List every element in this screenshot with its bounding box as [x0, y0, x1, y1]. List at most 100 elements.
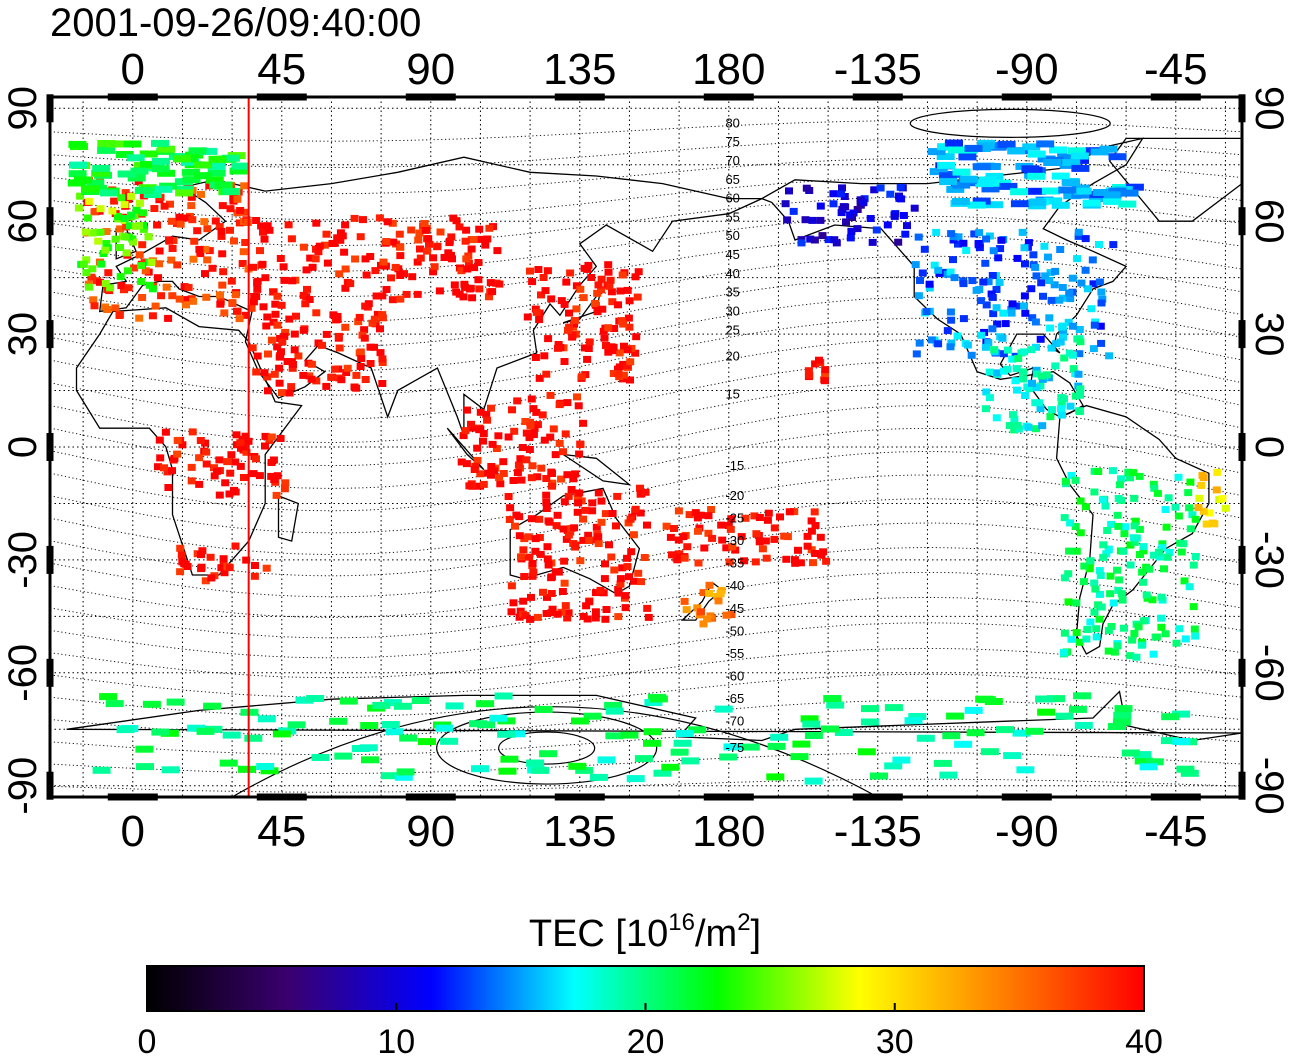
tec-cell — [261, 432, 270, 440]
tec-cell — [539, 274, 548, 281]
y-tick-label-left: -60 — [1, 644, 45, 702]
tec-cell — [508, 406, 516, 414]
tec-cell — [1171, 503, 1180, 511]
tec-cell — [1180, 577, 1189, 585]
tec-cell — [131, 222, 140, 230]
tec-cell — [985, 368, 994, 376]
tec-cell — [914, 292, 923, 300]
tec-cell — [802, 720, 821, 728]
tec-cell — [343, 364, 352, 372]
tec-cell — [1158, 544, 1167, 552]
tec-cell — [992, 286, 1001, 293]
tec-cell — [519, 597, 528, 605]
tec-cell — [1120, 189, 1139, 197]
x-tick-label-bottom: 0 — [121, 807, 145, 856]
tec-cell — [272, 730, 291, 738]
tec-cell — [257, 222, 266, 230]
tec-cell — [605, 732, 624, 740]
tec-cell — [569, 475, 578, 483]
tec-cell — [599, 327, 608, 335]
tec-cell — [901, 230, 910, 238]
tec-cell — [473, 444, 482, 452]
tec-cell — [1071, 191, 1090, 199]
tec-cell — [185, 151, 204, 159]
tec-cell — [631, 505, 640, 513]
tec-cell — [1056, 338, 1065, 346]
y-tick-label-right: 60 — [1247, 199, 1291, 244]
tec-cell — [770, 524, 779, 532]
tec-cell — [681, 757, 700, 765]
tec-cell — [483, 416, 492, 424]
tec-cell — [1066, 402, 1075, 410]
tec-cell — [252, 293, 261, 301]
tec-cell — [1036, 405, 1045, 413]
tec-cell — [424, 235, 433, 243]
tec-cell — [1073, 255, 1082, 263]
tec-cell — [1083, 626, 1092, 633]
tec-cell — [588, 507, 597, 515]
tec-cell — [323, 259, 332, 267]
tec-cell — [1055, 712, 1074, 720]
tec-cell — [591, 608, 600, 616]
tec-cell — [259, 228, 267, 236]
tec-cell — [278, 338, 287, 346]
tec-cell — [585, 598, 594, 606]
tec-cell — [138, 241, 147, 249]
tec-cell — [85, 197, 94, 205]
tec-cell — [305, 296, 314, 303]
tec-cell — [1064, 570, 1073, 578]
tec-cell — [1172, 710, 1191, 718]
tec-cell — [1072, 629, 1081, 637]
tec-cell — [1081, 235, 1090, 243]
tec-cell — [307, 375, 316, 383]
tec-cell — [643, 604, 652, 612]
tec-cell — [1075, 638, 1084, 646]
tec-cell — [546, 391, 555, 399]
tec-cell — [1050, 281, 1059, 289]
tec-cell — [600, 334, 609, 342]
tec-cell — [804, 367, 813, 375]
tec-cell — [176, 185, 194, 193]
tec-cell — [829, 190, 838, 198]
tec-cell — [541, 287, 550, 295]
tec-cell — [1092, 633, 1101, 641]
tec-cell — [989, 247, 998, 255]
tec-cell — [470, 466, 479, 473]
tec-cell — [116, 273, 125, 281]
map-title: 2001-09-26/09:40:00 — [50, 1, 421, 45]
tec-cell — [837, 190, 845, 198]
tec-cell — [148, 312, 157, 320]
tec-cell — [531, 547, 540, 555]
tec-cell — [1199, 507, 1208, 515]
tec-cell — [767, 742, 786, 750]
contour-label: 65 — [725, 172, 739, 187]
contour-label: -40 — [725, 578, 744, 593]
tec-cell — [513, 469, 522, 477]
tec-cell — [413, 290, 422, 298]
tec-cell — [1145, 758, 1164, 766]
tec-cell — [791, 559, 800, 567]
tec-cell — [461, 283, 470, 291]
tec-cell — [1088, 195, 1107, 202]
colorbar-tick-label: 40 — [1125, 1023, 1163, 1057]
tec-cell — [1115, 576, 1124, 584]
tec-cell — [150, 205, 159, 212]
tec-cell — [791, 556, 799, 564]
tec-cell — [934, 340, 943, 348]
tec-cell — [195, 245, 204, 253]
contour-label: -60 — [725, 669, 744, 684]
tec-cell — [1180, 769, 1199, 777]
tec-cell — [1018, 228, 1027, 236]
tec-cell — [256, 247, 264, 255]
tec-cell — [137, 262, 146, 270]
tec-cell — [876, 184, 885, 192]
tec-cell — [168, 467, 176, 475]
tec-cell — [199, 147, 218, 155]
tec-cell — [724, 522, 733, 529]
tec-cell — [741, 743, 760, 751]
tec-cell — [927, 336, 936, 344]
tec-cell — [620, 731, 639, 739]
tec-cell — [1044, 197, 1063, 205]
tec-cell — [674, 536, 683, 544]
tec-cell — [1160, 565, 1168, 573]
